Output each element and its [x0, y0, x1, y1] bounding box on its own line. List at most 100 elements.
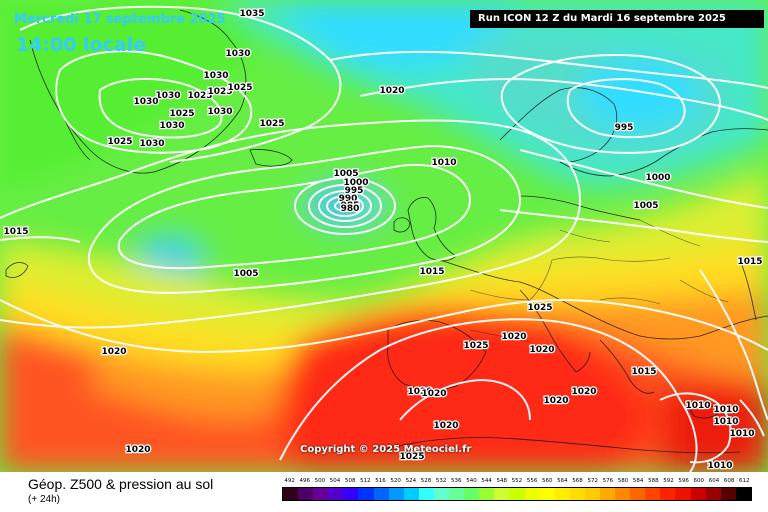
- scale-cell: [569, 488, 585, 500]
- scale-cell: [343, 488, 359, 500]
- forecast-date: Mercredi 17 septembre 2025: [14, 12, 226, 27]
- isobar-label: 1035: [239, 9, 264, 19]
- isobar-label: 1015: [737, 257, 762, 267]
- scale-cell: [539, 488, 555, 500]
- scale-cell: [464, 488, 480, 500]
- scale-labels: 492 496 500 504 508 512 516 520 524 528 532 536 540 5…: [282, 478, 752, 484]
- isobar-label: 985: [341, 201, 360, 211]
- scale-cell: [373, 488, 389, 500]
- scale-label: 548: [496, 478, 508, 484]
- scale-cell: [479, 488, 495, 500]
- isobar-label: 1030: [159, 121, 184, 131]
- scale-cell: [735, 488, 751, 500]
- isobar-label: 1020: [433, 421, 458, 431]
- scale-label: 536: [451, 478, 462, 484]
- isobar-label: 1010: [729, 429, 754, 439]
- scale-label: 552: [511, 478, 523, 484]
- scale-label: 572: [587, 478, 598, 484]
- copyright-notice: Copyright © 2025 Meteociel.fr: [300, 444, 472, 455]
- isobar-label: 1005: [633, 201, 658, 211]
- scale-cell: [720, 488, 736, 500]
- isobar-label: 1030: [133, 97, 158, 107]
- scale-cell: [313, 488, 329, 500]
- isobar-label: 1030: [139, 139, 164, 149]
- isobar-label: 1020: [379, 86, 404, 96]
- scale-label: 564: [557, 478, 568, 484]
- isobar-label: 1025: [527, 303, 552, 313]
- scale-cell: [660, 488, 676, 500]
- scale-cell: [584, 488, 600, 500]
- isobar-label: 1020: [543, 396, 568, 406]
- weather-map: 1035 1030 1030 1030 1030 1025 1025 1025 1030 1025…: [0, 0, 768, 472]
- scale-cell: [283, 488, 299, 500]
- forecast-time: 14:00 locale: [16, 34, 147, 56]
- isobar-label: 995: [345, 186, 364, 196]
- scale-label: 576: [602, 478, 614, 484]
- scale-cell: [675, 488, 691, 500]
- scale-label: 532: [435, 478, 447, 484]
- scale-label: 504: [329, 478, 341, 484]
- scale-cell: [599, 488, 616, 500]
- isobar-label: 1010: [713, 417, 738, 427]
- isobar-label: 1015: [419, 267, 444, 277]
- isobar-label: 990: [339, 194, 358, 204]
- isobar-label: 1025: [399, 452, 424, 462]
- scale-cell: [630, 488, 646, 500]
- legend-subtitle: (+ 24h): [28, 494, 60, 505]
- scale-bar: [282, 487, 752, 501]
- scale-label: 516: [375, 478, 386, 484]
- scale-label: 608: [723, 478, 735, 484]
- scale-label: 568: [572, 478, 583, 484]
- scale-cell: [494, 488, 510, 500]
- scale-label: 556: [526, 478, 538, 484]
- isobar-label: 995: [615, 123, 634, 133]
- isobar-label: 1020: [101, 347, 126, 357]
- isobar-label: 1025: [169, 109, 194, 119]
- scale-label: 496: [299, 478, 310, 484]
- isobar-label: 1020: [529, 345, 554, 355]
- isobar-lines: [0, 5, 768, 472]
- scale-cell: [403, 488, 419, 500]
- color-scale: 492 496 500 504 508 512 516 520 524 528 532 536 540 5…: [282, 478, 752, 510]
- isobar-label: 1025: [207, 87, 232, 97]
- scale-label: 528: [420, 478, 432, 484]
- isobar-label: 1025: [187, 91, 212, 101]
- isobar-label: 1010: [713, 405, 738, 415]
- scale-label: 580: [617, 478, 629, 484]
- scale-cell: [418, 488, 434, 500]
- isobar-label: 1030: [155, 91, 180, 101]
- scale-cell: [433, 488, 450, 500]
- legend-title: Géop. Z500 & pression au sol: [28, 476, 214, 492]
- isobar-label: 1005: [233, 269, 258, 279]
- scale-label: 520: [390, 478, 401, 484]
- scale-cell: [298, 488, 314, 500]
- isobar-label: 1010: [685, 401, 710, 411]
- isobar-label: 1000: [343, 178, 368, 188]
- scale-label: 592: [663, 478, 674, 484]
- scale-label: 596: [678, 478, 689, 484]
- isobar-label: 1015: [3, 227, 28, 237]
- scale-label: 584: [632, 478, 644, 484]
- isobar-label: 1020: [421, 389, 446, 399]
- model-run-banner: Run ICON 12 Z du Mardi 16 septembre 2025: [470, 10, 764, 28]
- scale-label: 544: [481, 478, 492, 484]
- isobar-labels: 1035103010301030103010251025102510301025…: [2, 8, 764, 472]
- scale-label: 600: [693, 478, 705, 484]
- isobar-label: 1020: [407, 387, 432, 397]
- isobar-label: 1000: [645, 173, 670, 183]
- scale-cell: [449, 488, 465, 500]
- scale-label: 508: [344, 478, 356, 484]
- isobar-label: 1010: [431, 158, 456, 168]
- isobar-label: 1005: [333, 169, 358, 179]
- scale-cell: [615, 488, 631, 500]
- scale-cell: [690, 488, 706, 500]
- scale-label: 500: [314, 478, 326, 484]
- scale-cell: [388, 488, 404, 500]
- scale-cell: [328, 488, 344, 500]
- isobar-label: 1010: [707, 461, 732, 471]
- scale-label: 560: [541, 478, 553, 484]
- isobar-label: 1030: [225, 49, 250, 59]
- scale-cell: [358, 488, 374, 500]
- scale-label: 524: [405, 478, 417, 484]
- isobar-label: 1030: [207, 107, 232, 117]
